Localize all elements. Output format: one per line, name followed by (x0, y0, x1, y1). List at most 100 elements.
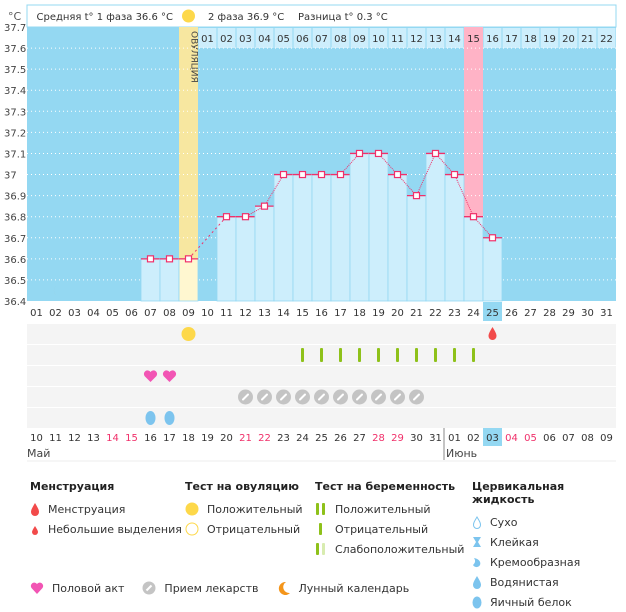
small-drop-icon (32, 526, 38, 535)
top-day-cell (388, 28, 407, 48)
top-day-label: 05 (277, 34, 290, 45)
date-label: 21 (239, 433, 252, 444)
top-day-label: 10 (372, 34, 385, 45)
top-day-cell (426, 28, 445, 48)
date-label: 05 (524, 433, 537, 444)
top-day-label: 17 (505, 34, 518, 45)
cycle-day-label: 27 (524, 308, 537, 319)
y-tick-label: 37.6 (4, 44, 26, 55)
top-day-cell (578, 28, 597, 48)
top-day-cell (559, 28, 578, 48)
cycle-day-label: 22 (429, 308, 442, 319)
top-day-cell (540, 28, 559, 48)
month-label: Май (27, 447, 50, 460)
top-day-cell (255, 28, 274, 48)
date-label: 11 (49, 433, 62, 444)
cycle-day-label: 29 (562, 308, 575, 319)
pregnancy-test-negative-icon (377, 348, 380, 362)
top-day-label: 20 (562, 34, 575, 45)
one-stripe-icon (319, 523, 322, 535)
date-label: 16 (144, 433, 157, 444)
temperature-bar (444, 174, 465, 302)
pregnancy-test-negative-icon (434, 348, 437, 362)
temperature-point (317, 170, 326, 179)
current-day-highlight (483, 302, 502, 321)
cycle-day-label: 09 (182, 308, 195, 319)
temperature-point (298, 170, 307, 179)
temperature-point (241, 213, 250, 221)
cycle-day-label: 23 (448, 308, 461, 319)
date-label: 03 (486, 433, 499, 444)
egg-white-icon (164, 411, 175, 425)
legend-label: Отрицательный (207, 522, 301, 536)
egg-white-icon (145, 411, 156, 425)
menstruation-icon (488, 327, 497, 340)
date-label: 24 (296, 433, 309, 444)
temperature-point (279, 170, 288, 179)
legend-label: Отрицательный (335, 522, 429, 536)
temperature-point (431, 149, 440, 158)
top-day-label: 04 (258, 34, 271, 45)
legend-pregnancy-test: Тест на беременность Положительный Отриц… (315, 480, 464, 559)
heart-icon (162, 370, 177, 382)
legend-label: Небольшие выделения (48, 522, 182, 536)
top-day-label: 07 (315, 34, 328, 45)
top-day-cell (445, 28, 464, 48)
temperature-bar (311, 174, 332, 302)
pregnancy-test-negative-icon (301, 348, 304, 362)
date-label: 08 (581, 433, 594, 444)
unit-label: °C (8, 10, 22, 23)
legend-title: Цервикальная жидкость (472, 480, 565, 506)
top-day-label: 06 (296, 34, 309, 45)
egg-white-icon (472, 596, 482, 609)
pregnancy-test-negative-icon (472, 348, 475, 362)
date-label: 19 (201, 433, 214, 444)
cycle-day-label: 10 (201, 308, 214, 319)
temperature-bar (178, 258, 199, 302)
bbt-chart: °C Средняя t° 1 фаза 36.6 °C 2 фаза 36.9 °… (4, 4, 617, 462)
cycle-day-label: 15 (296, 308, 309, 319)
temperature-point (374, 149, 383, 158)
date-label: 30 (410, 433, 423, 444)
pregnancy-test-negative-icon (453, 348, 456, 362)
legend-label: Менструация (48, 502, 126, 516)
cycle-day-label: 03 (68, 308, 81, 319)
cycle-day-label: 30 (581, 308, 594, 319)
legend-label: Лунный календарь (298, 581, 410, 595)
drop-icon (31, 503, 39, 516)
ovulation-sun-icon (182, 9, 195, 23)
temperature-bar (273, 174, 294, 302)
temperature-point (165, 255, 174, 263)
temperature-point (146, 255, 155, 263)
ovulation-column (179, 27, 198, 301)
legend-label: Клейкая (490, 535, 539, 549)
top-day-label: 09 (353, 34, 366, 45)
pill-stripe (337, 393, 344, 401)
date-label: 09 (600, 433, 613, 444)
legend-ovulation-test: Тест на овуляцию Положительный Отрицател… (185, 480, 303, 539)
legend-title: Тест на беременность (315, 480, 456, 493)
cycle-day-label: 28 (543, 308, 556, 319)
top-day-cell (483, 28, 502, 48)
month-label: Июнь (446, 447, 477, 460)
pill-stripe (299, 393, 306, 401)
pill-stripe (356, 393, 363, 401)
date-label: 23 (277, 433, 290, 444)
cycle-day-label: 02 (49, 308, 62, 319)
legend-label: Сухо (490, 515, 518, 529)
legend-label: Положительный (335, 502, 431, 516)
pill-stripe (394, 393, 401, 401)
top-day-cell (521, 28, 540, 48)
dry-icon (472, 516, 482, 529)
cycle-day-label: 11 (220, 308, 233, 319)
y-tick-label: 36.7 (4, 234, 26, 245)
temperature-point (488, 234, 497, 242)
y-tick-label: 37.2 (4, 128, 26, 139)
temperature-line-segment (264, 174, 284, 207)
y-tick-label: 36.5 (4, 276, 26, 287)
top-day-cell (502, 28, 521, 48)
heart-icon (143, 370, 158, 382)
pill-stripe (280, 393, 287, 401)
temperature-bar (368, 153, 389, 302)
cycle-day-label: 16 (315, 308, 328, 319)
